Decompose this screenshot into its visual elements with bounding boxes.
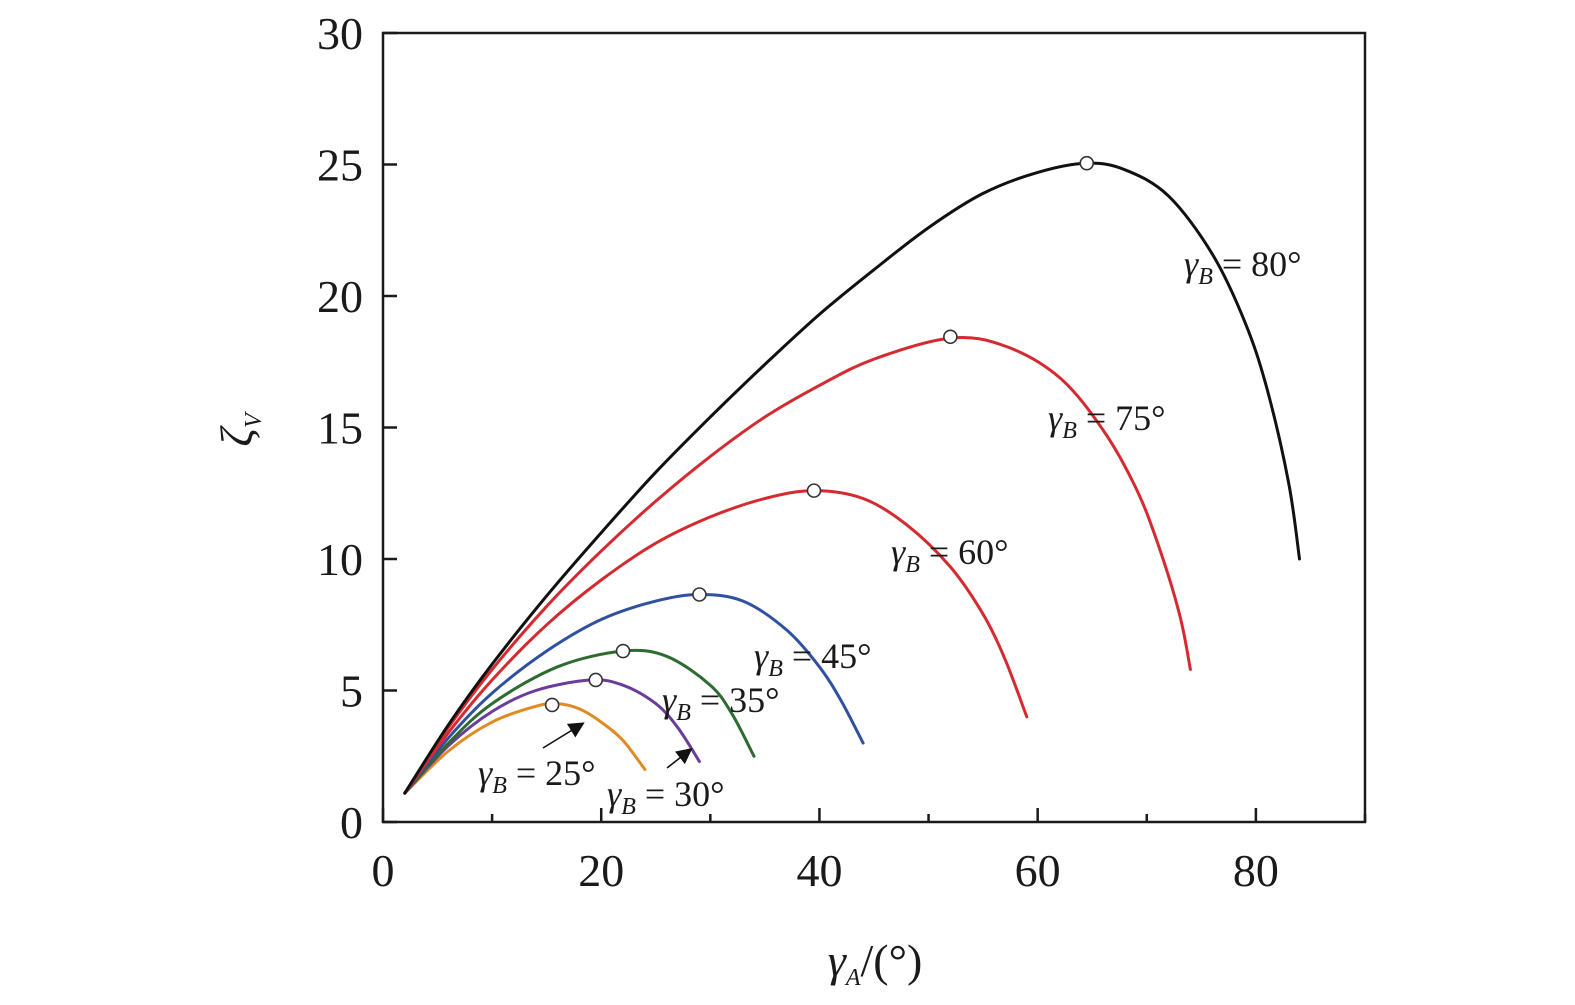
peak-markers xyxy=(544,155,1095,713)
y-tick-label: 5 xyxy=(340,666,363,717)
curve-label-sub: B xyxy=(621,794,636,820)
curve-label-symbol: γ xyxy=(478,753,493,793)
curve-label-35: γB = 35° xyxy=(662,680,780,726)
x-tick-label: 80 xyxy=(1233,845,1279,896)
axis-ticks xyxy=(381,31,1367,824)
y-tick-label: 20 xyxy=(317,271,363,322)
curve-labels: γB = 25°γB = 30°γB = 35°γB = 45°γB = 60°… xyxy=(478,244,1302,820)
curve-label-value: = 75° xyxy=(1077,398,1166,438)
curve-label-25: γB = 25° xyxy=(478,753,596,799)
curve-label-sub: B xyxy=(1062,418,1077,444)
series-line-60 xyxy=(403,489,1029,795)
y-tick-label: 15 xyxy=(317,403,363,454)
curve-label-value: = 60° xyxy=(920,532,1009,572)
curve-label-symbol: γ xyxy=(1048,398,1063,438)
x-tick-label: 0 xyxy=(372,845,395,896)
curve-label-symbol: γ xyxy=(754,636,769,676)
curve-label-value: = 80° xyxy=(1213,244,1302,284)
x-axis-title-unit: /(°) xyxy=(861,935,923,986)
x-axis-title-symbol: γ xyxy=(828,935,848,986)
curve-label-value: = 35° xyxy=(691,680,780,720)
curve-label-value: = 30° xyxy=(636,774,725,814)
series-line-45 xyxy=(403,593,865,795)
peak-marker-45 xyxy=(692,587,707,602)
y-tick-label: 10 xyxy=(317,534,363,585)
label-arrows xyxy=(542,722,693,769)
curves xyxy=(403,161,1301,795)
curve-label-sub: B xyxy=(676,700,691,726)
y-axis-title-sub: V xyxy=(241,411,267,428)
peak-marker-35 xyxy=(615,643,631,659)
y-tick-label: 0 xyxy=(340,797,363,848)
y-axis-title-symbol: ζ xyxy=(211,425,262,447)
y-tick-label: 25 xyxy=(317,140,363,191)
curve-label-symbol: γ xyxy=(607,774,622,814)
series-line-75 xyxy=(403,335,1192,795)
y-tick-label: 30 xyxy=(317,8,363,59)
label-arrow-30 xyxy=(666,748,693,769)
curve-label-symbol: γ xyxy=(1184,244,1199,284)
curve-label-symbol: γ xyxy=(662,680,677,720)
plot-frame xyxy=(381,31,1367,824)
x-tick-label: 20 xyxy=(578,845,624,896)
peak-marker-60 xyxy=(806,483,822,498)
curve-label-value: = 45° xyxy=(783,636,872,676)
curve-label-sub: B xyxy=(768,656,783,682)
peak-marker-80 xyxy=(1079,155,1095,171)
curve-label-45: γB = 45° xyxy=(754,636,872,682)
label-arrow-25 xyxy=(542,722,585,749)
peak-marker-75 xyxy=(943,329,958,345)
x-axis-title: γA/(°) xyxy=(828,935,923,991)
curve-label-80: γB = 80° xyxy=(1184,244,1302,290)
curve-label-sub: B xyxy=(1198,264,1213,290)
x-axis-title-sub: A xyxy=(844,965,861,991)
series-line-80 xyxy=(403,161,1301,795)
x-tick-label: 60 xyxy=(1015,845,1061,896)
curve-label-value: = 25° xyxy=(507,753,596,793)
peak-marker-25 xyxy=(544,697,560,713)
curve-label-sub: B xyxy=(905,552,920,578)
curve-label-sub: B xyxy=(492,773,507,799)
tick-labels: 0 20 40 60 80 0 5 10 15 20 25 30 xyxy=(317,8,1279,896)
x-tick-label: 40 xyxy=(796,845,842,896)
peak-marker-30 xyxy=(588,672,604,688)
y-axis-title: ζV xyxy=(211,411,267,447)
curve-label-60: γB = 60° xyxy=(891,532,1009,578)
curve-label-30: γB = 30° xyxy=(607,774,725,820)
curve-label-symbol: γ xyxy=(891,532,906,572)
curve-label-75: γB = 75° xyxy=(1048,398,1166,444)
